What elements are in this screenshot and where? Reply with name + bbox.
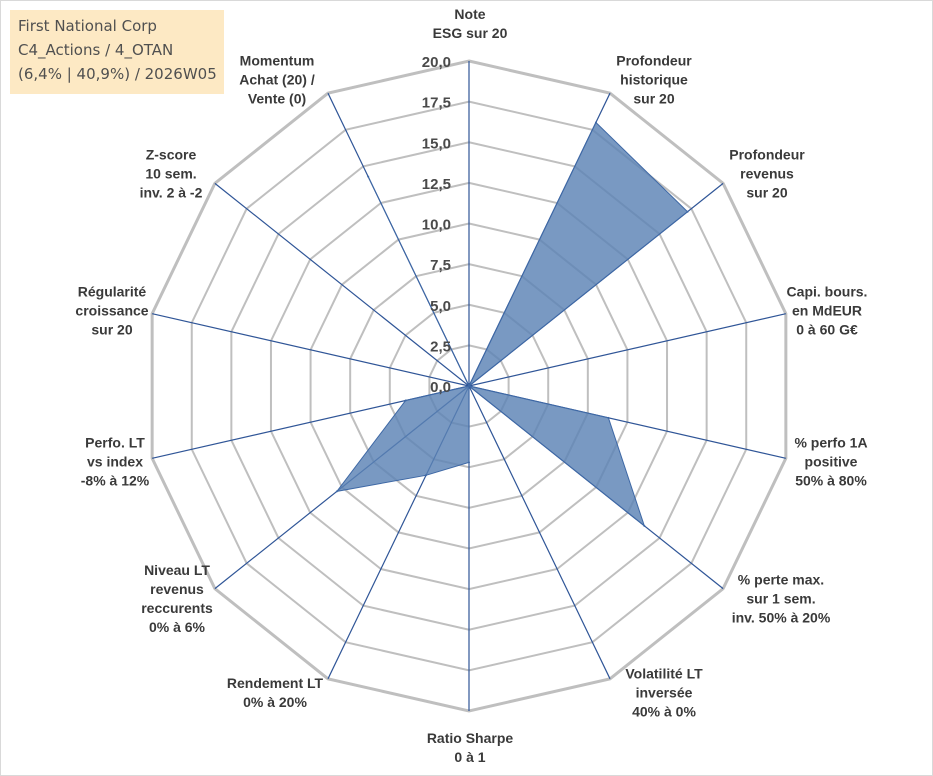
data-point-5 bbox=[643, 524, 646, 527]
axis-label-5: % perte max. sur 1 sem. inv. 50% à 20% bbox=[732, 571, 831, 628]
axis-label-line: 0% à 6% bbox=[148, 619, 206, 635]
axis-label-9: Niveau LT revenus reccurents 0% à 6% bbox=[141, 561, 213, 637]
tick-label-1: 2,5 bbox=[430, 338, 451, 355]
spoke-6 bbox=[468, 385, 611, 680]
spoke-12 bbox=[214, 182, 470, 387]
axis-label-line: inversée bbox=[635, 684, 693, 701]
axis-label-line: sur 20 bbox=[633, 90, 675, 107]
stats-week: (6,4% | 40,9%) / 2026W05 bbox=[18, 65, 217, 83]
axis-label-line: vs index bbox=[86, 453, 144, 470]
axis-label-2: Profondeur revenus sur 20 bbox=[729, 146, 804, 203]
axis-label-line: revenus bbox=[150, 581, 204, 597]
axis-label-10: Perfo. LT vs index -8% à 12% bbox=[81, 434, 149, 491]
axis-label-11: Régularité croissance sur 20 bbox=[75, 283, 148, 340]
axis-label-line: Perfo. LT bbox=[85, 434, 145, 451]
axis-label-line: positive bbox=[804, 453, 858, 470]
axis-label-line: sur 20 bbox=[91, 321, 133, 338]
axis-label-line: Momentum bbox=[239, 52, 315, 69]
axis-label-line: Capi. bours. bbox=[786, 283, 868, 300]
axis-label-line: Volatilité LT bbox=[625, 665, 703, 682]
data-point-9 bbox=[335, 490, 338, 493]
axis-label-3: Capi. bours. en MdEUR 0 à 60 G€ bbox=[787, 283, 868, 340]
spoke-11 bbox=[152, 313, 470, 387]
radar-tick-labels: 0,0 2,5 5,0 7,5 10,0 12,5 15,0 17,5 20,0 bbox=[422, 54, 451, 396]
portfolio-name: C4_Actions / 4_OTAN bbox=[18, 41, 174, 59]
data-point-13 bbox=[367, 175, 370, 178]
axis-label-line: historique bbox=[620, 71, 688, 88]
axis-label-6: Volatilité LT inversée 40% à 0% bbox=[625, 665, 702, 722]
axis-label-line: Profondeur bbox=[616, 52, 692, 69]
data-point-2 bbox=[686, 210, 689, 213]
radar-series bbox=[335, 121, 689, 528]
axis-label-line: Niveau LT bbox=[144, 562, 210, 578]
axis-label-line: 10 sem. bbox=[145, 165, 197, 182]
tick-label-6: 15,0 bbox=[422, 135, 451, 152]
data-point-10 bbox=[404, 399, 407, 402]
axis-label-line: % perfo 1A bbox=[794, 434, 868, 451]
axis-label-line: Régularité bbox=[77, 283, 147, 300]
tick-label-5: 12,5 bbox=[422, 176, 451, 193]
axis-label-12: Z-score 10 sem. inv. 2 à -2 bbox=[140, 146, 203, 203]
axis-label-line: inv. 50% à 20% bbox=[731, 609, 831, 626]
spoke-3 bbox=[468, 313, 786, 387]
axis-label-line: Z-score bbox=[145, 146, 197, 163]
axis-label-line: Profondeur bbox=[729, 146, 805, 163]
tick-label-2: 5,0 bbox=[430, 298, 451, 315]
axis-label-line: % perte max. bbox=[737, 571, 825, 588]
series-area bbox=[335, 121, 689, 528]
axis-label-line: sur 20 bbox=[746, 184, 788, 201]
axis-label-line: Vente (0) bbox=[247, 90, 307, 107]
title-box: First National Corp C4_Actions / 4_OTAN … bbox=[10, 10, 224, 94]
tick-label-7: 17,5 bbox=[422, 95, 451, 112]
data-point-8 bbox=[424, 474, 427, 477]
tick-label-4: 10,0 bbox=[422, 217, 451, 234]
axis-label-line: Ratio Sharpe bbox=[426, 730, 514, 746]
tick-label-3: 7,5 bbox=[430, 257, 451, 274]
data-point-1 bbox=[594, 121, 597, 124]
axis-label-line: 0 à 60 G€ bbox=[796, 321, 858, 338]
axis-label-8: Rendement LT 0% à 20% bbox=[227, 674, 323, 712]
axis-label-line: revenus bbox=[740, 165, 794, 182]
axis-label-7: Ratio Sharpe 0 à 1 bbox=[427, 729, 513, 767]
axis-label-line: reccurents bbox=[141, 600, 213, 616]
tick-label-8: 20,0 bbox=[422, 54, 451, 71]
axis-label-line: 50% à 80% bbox=[795, 472, 867, 489]
axis-label-line: Rendement LT bbox=[226, 675, 324, 691]
axis-label-line: Note bbox=[454, 6, 486, 22]
data-point-4 bbox=[607, 416, 610, 419]
axis-label-line: 0 à 1 bbox=[454, 749, 486, 765]
axis-label-line: 0% à 20% bbox=[243, 694, 307, 710]
axis-label-line: -8% à 12% bbox=[80, 472, 150, 489]
axis-label-line: inv. 2 à -2 bbox=[139, 184, 203, 201]
axis-label-line: 40% à 0% bbox=[632, 703, 696, 720]
data-point-7 bbox=[468, 461, 470, 464]
axis-label-line: croissance bbox=[75, 302, 149, 319]
tick-label-0: 0,0 bbox=[430, 379, 451, 396]
axis-label-0: Note ESG sur 20 bbox=[433, 5, 508, 43]
axis-label-line: en MdEUR bbox=[792, 302, 862, 319]
axis-label-4: % perfo 1A positive 50% à 80% bbox=[794, 434, 867, 491]
data-point-12 bbox=[468, 385, 470, 387]
axis-label-line: ESG sur 20 bbox=[432, 25, 508, 41]
axis-label-13: Momentum Achat (20) / Vente (0) bbox=[239, 52, 314, 109]
company-name: First National Corp bbox=[18, 17, 157, 35]
axis-label-line: Achat (20) / bbox=[239, 71, 315, 88]
axis-label-line: sur 1 sem. bbox=[746, 590, 816, 607]
axis-label-1: Profondeur historique sur 20 bbox=[616, 52, 691, 109]
